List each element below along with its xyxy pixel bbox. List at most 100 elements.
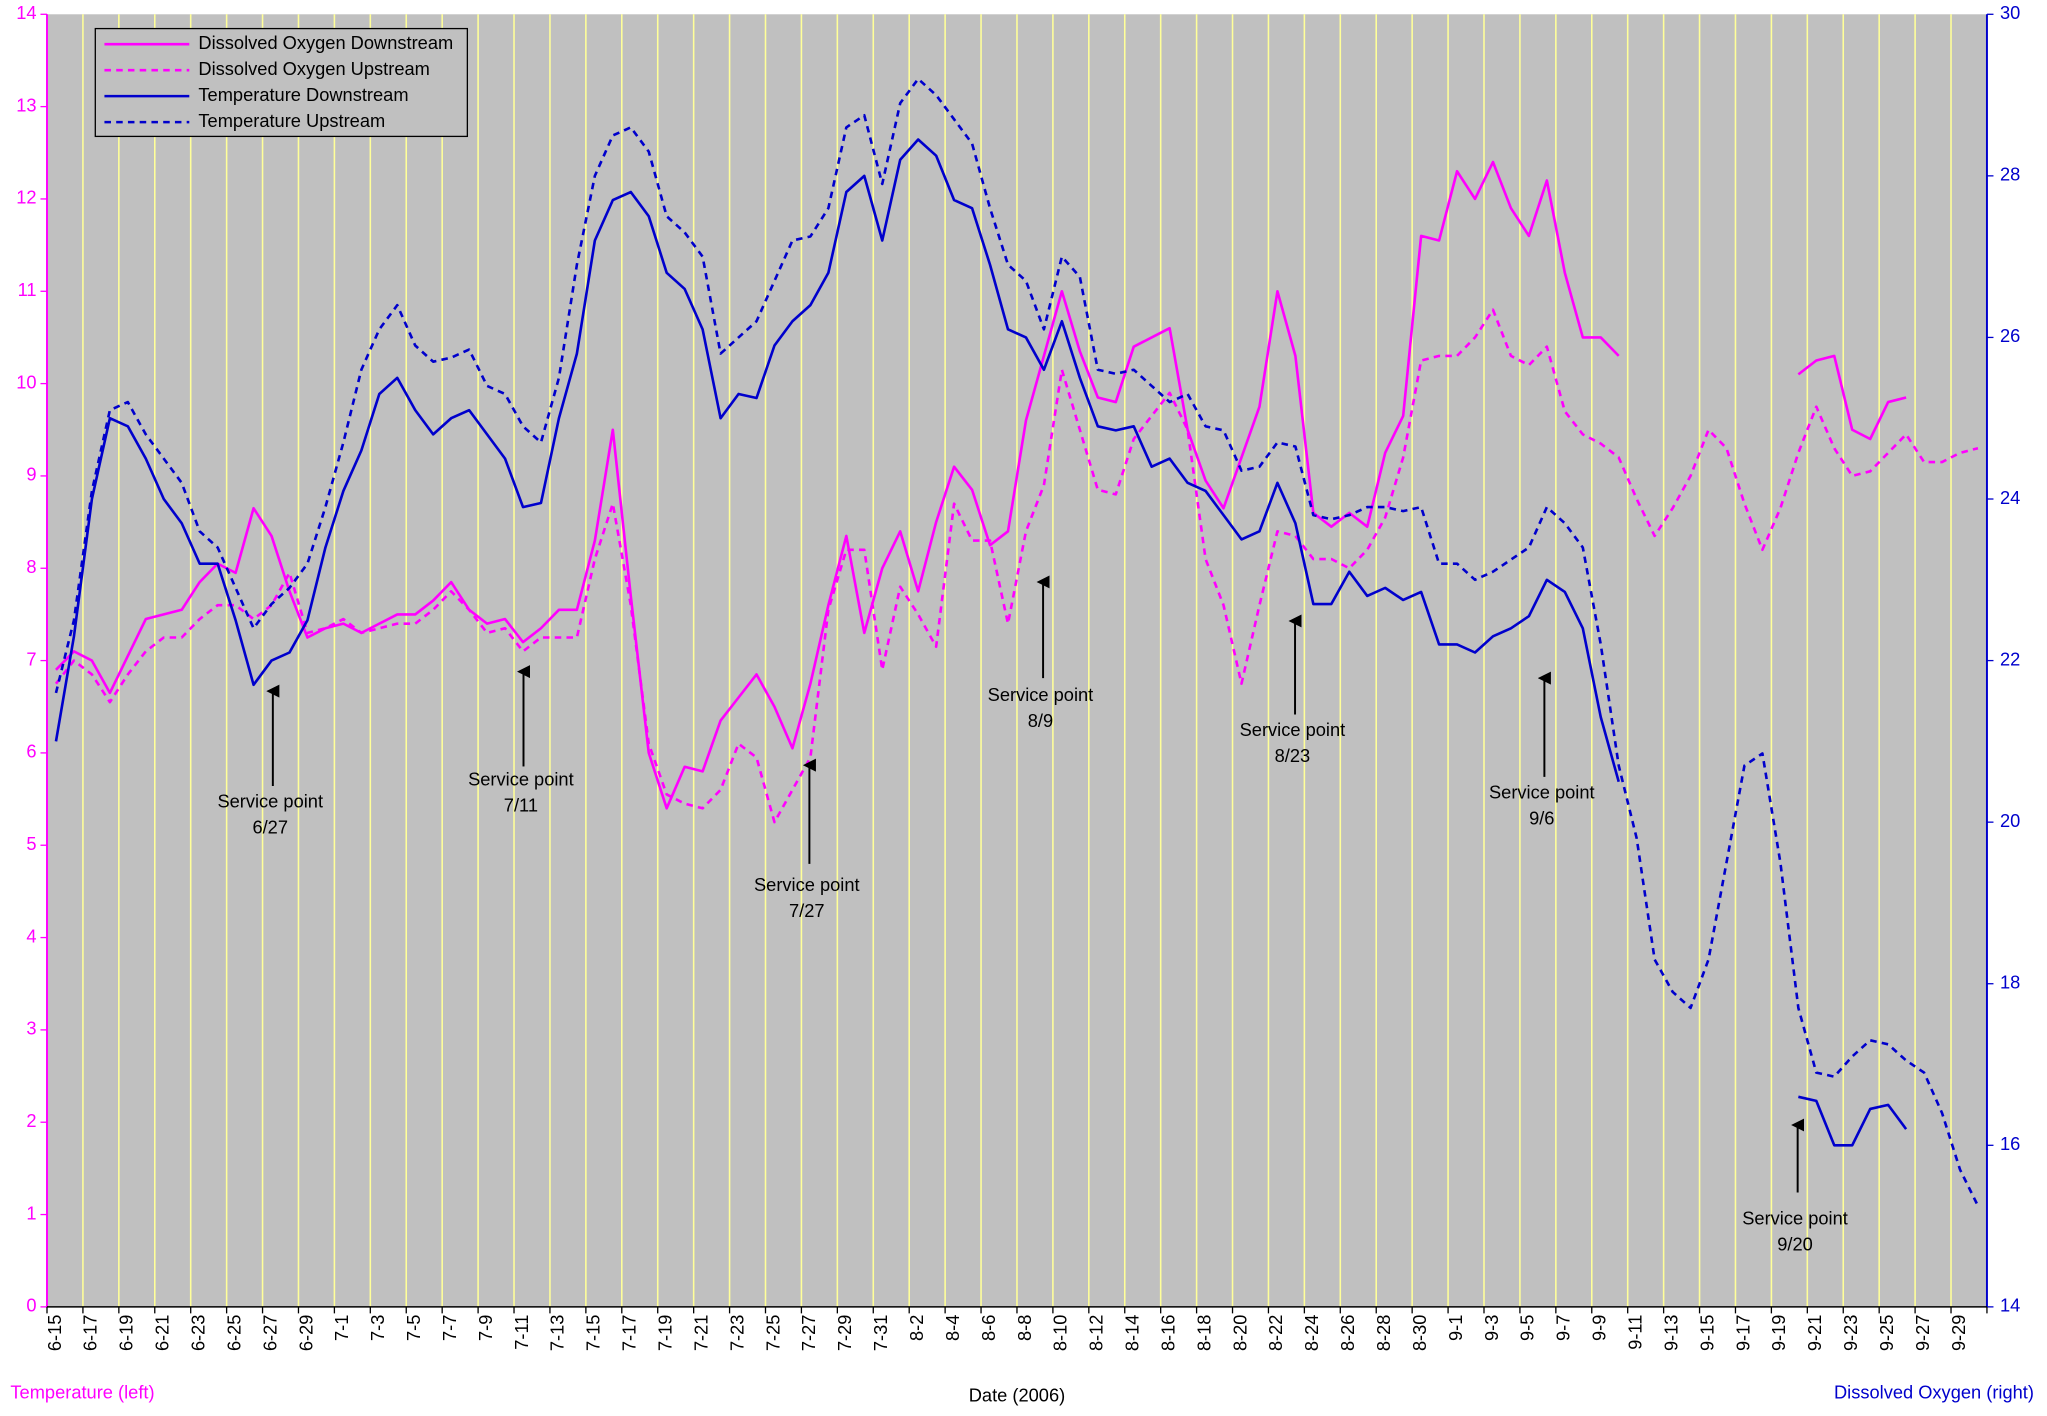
annotation-date: 6/27 xyxy=(252,817,288,838)
x-tick-label: 6-19 xyxy=(116,1315,137,1351)
y-tick-label: 2 xyxy=(26,1110,36,1131)
x-tick-label: 9-25 xyxy=(1876,1315,1897,1351)
x-tick-label: 7-13 xyxy=(547,1315,568,1351)
annotation-date: 9/20 xyxy=(1777,1234,1813,1255)
x-tick-label: 8-30 xyxy=(1409,1315,1430,1351)
y-tick-label: 4 xyxy=(26,925,36,946)
annotation-date: 8/9 xyxy=(1028,710,1053,731)
y2-tick-label: 14 xyxy=(2000,1295,2020,1316)
y2-axis-title: Dissolved Oxygen (right) xyxy=(1834,1382,2034,1403)
y-tick-label: 5 xyxy=(26,833,36,854)
x-tick-label: 8-24 xyxy=(1301,1315,1322,1351)
y2-tick-label: 28 xyxy=(2000,164,2020,185)
x-tick-label: 9-15 xyxy=(1696,1315,1717,1351)
x-tick-label: 6-27 xyxy=(259,1315,280,1351)
y-tick-label: 10 xyxy=(16,371,36,392)
x-tick-label: 7-21 xyxy=(690,1315,711,1351)
x-axis-title: Date (2006) xyxy=(969,1384,1065,1405)
y-tick-label: 13 xyxy=(16,94,36,115)
x-tick-label: 8-16 xyxy=(1157,1315,1178,1351)
annotation-text: Service point xyxy=(988,684,1094,705)
x-tick-label: 7-17 xyxy=(619,1315,640,1351)
y2-tick-label: 24 xyxy=(2000,487,2020,508)
x-tick-label: 7-29 xyxy=(834,1315,855,1351)
annotation-text: Service point xyxy=(1240,719,1346,740)
x-tick-label: 8-4 xyxy=(942,1315,963,1341)
y-tick-label: 0 xyxy=(26,1295,36,1316)
x-tick-label: 9-13 xyxy=(1660,1315,1681,1351)
x-tick-label: 9-29 xyxy=(1948,1315,1969,1351)
x-tick-label: 9-19 xyxy=(1768,1315,1789,1351)
y-tick-label: 14 xyxy=(16,2,36,23)
y2-tick-label: 26 xyxy=(2000,325,2020,346)
legend-label: Dissolved Oxygen Downstream xyxy=(198,32,453,53)
x-tick-label: 7-25 xyxy=(762,1315,783,1351)
y-tick-label: 9 xyxy=(26,464,36,485)
x-tick-label: 9-23 xyxy=(1840,1315,1861,1351)
annotation-date: 7/11 xyxy=(504,795,538,816)
annotation-date: 9/6 xyxy=(1529,808,1554,829)
x-tick-label: 7-27 xyxy=(798,1315,819,1351)
series-line xyxy=(55,160,1907,810)
x-tick-label: 7-7 xyxy=(439,1315,460,1341)
x-tick-label: 7-31 xyxy=(870,1315,891,1351)
series-line xyxy=(54,77,1980,1207)
x-tick-label: 6-25 xyxy=(223,1315,244,1351)
x-tick-label: 8-28 xyxy=(1373,1315,1394,1351)
x-tick-label: 6-21 xyxy=(152,1315,173,1351)
x-tick-label: 6-23 xyxy=(187,1315,208,1351)
legend-label: Dissolved Oxygen Upstream xyxy=(198,58,429,79)
annotation-date: 8/23 xyxy=(1275,745,1311,766)
x-tick-label: 8-6 xyxy=(978,1315,999,1341)
x-tick-label: 7-19 xyxy=(654,1315,675,1351)
x-tick-label: 6-15 xyxy=(44,1315,65,1351)
legend-box xyxy=(94,27,469,138)
x-tick-label: 8-26 xyxy=(1337,1315,1358,1351)
annotation-text: Service point xyxy=(1742,1208,1848,1229)
y2-tick-label: 16 xyxy=(2000,1133,2020,1154)
y-tick-label: 1 xyxy=(26,1202,36,1223)
x-tick-label: 7-23 xyxy=(726,1315,747,1351)
y2-tick-label: 18 xyxy=(2000,972,2020,993)
annotation-date: 7/27 xyxy=(789,900,825,921)
x-tick-label: 8-20 xyxy=(1229,1315,1250,1351)
x-tick-label: 9-3 xyxy=(1481,1315,1502,1341)
legend-label: Temperature Downstream xyxy=(198,84,408,105)
x-tick-label: 9-7 xyxy=(1553,1315,1574,1341)
x-tick-label: 7-5 xyxy=(403,1315,424,1341)
x-tick-label: 9-21 xyxy=(1804,1315,1825,1351)
x-tick-label: 6-17 xyxy=(80,1315,101,1351)
y-tick-label: 3 xyxy=(26,1018,36,1039)
x-tick-label: 8-22 xyxy=(1265,1315,1286,1351)
x-tick-label: 6-29 xyxy=(295,1315,316,1351)
x-tick-label: 7-3 xyxy=(367,1315,388,1341)
x-tick-label: 9-11 xyxy=(1624,1315,1645,1350)
x-tick-label: 7-1 xyxy=(331,1315,352,1341)
x-tick-label: 8-2 xyxy=(906,1315,927,1341)
y-axis-title: Temperature (left) xyxy=(10,1382,154,1403)
annotation-text: Service point xyxy=(754,874,860,895)
y2-tick-label: 30 xyxy=(2000,2,2020,23)
x-tick-label: 7-11 xyxy=(511,1315,532,1350)
y2-tick-label: 22 xyxy=(2000,648,2020,669)
y-tick-label: 7 xyxy=(26,648,36,669)
x-tick-label: 8-10 xyxy=(1050,1315,1071,1351)
y-tick-label: 12 xyxy=(16,187,36,208)
series-line xyxy=(54,138,1908,1147)
x-tick-label: 8-8 xyxy=(1014,1315,1035,1341)
annotation-text: Service point xyxy=(468,769,574,790)
y-tick-label: 6 xyxy=(26,741,36,762)
annotation-text: Service point xyxy=(217,791,323,812)
x-tick-label: 9-9 xyxy=(1589,1315,1610,1341)
y2-tick-label: 20 xyxy=(2000,810,2020,831)
x-tick-label: 8-18 xyxy=(1193,1315,1214,1351)
x-tick-label: 8-12 xyxy=(1086,1315,1107,1351)
y-tick-label: 8 xyxy=(26,556,36,577)
x-tick-label: 9-1 xyxy=(1445,1315,1466,1341)
x-tick-label: 7-9 xyxy=(475,1315,496,1341)
y-tick-label: 11 xyxy=(18,279,37,300)
legend-label: Temperature Upstream xyxy=(198,110,385,131)
x-tick-label: 9-17 xyxy=(1732,1315,1753,1351)
x-tick-label: 9-5 xyxy=(1517,1315,1538,1341)
